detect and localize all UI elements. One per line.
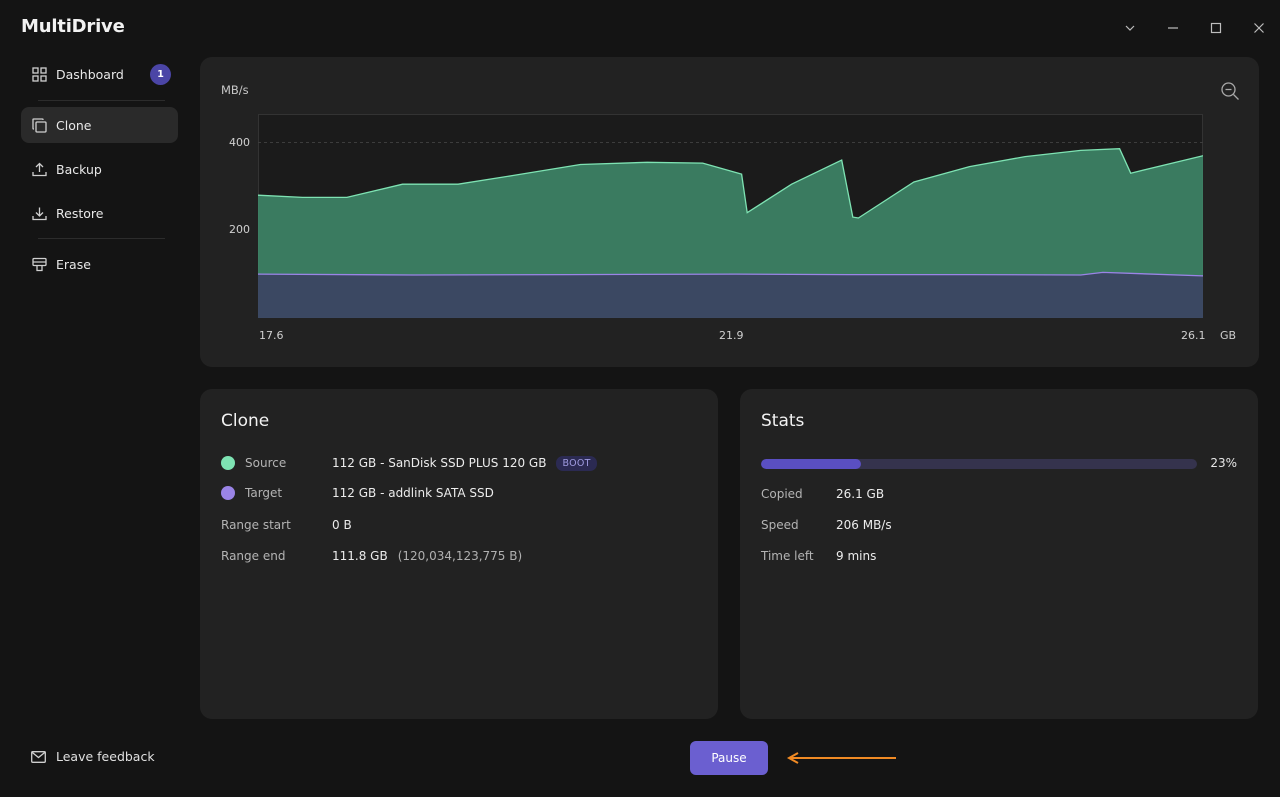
speed-chart-panel: MB/s 400 200 17.6 21.9 26.1 GB	[200, 57, 1259, 367]
y-tick-label: 400	[229, 136, 250, 149]
sidebar-item-label: Backup	[56, 161, 102, 177]
panel-title: Stats	[761, 411, 805, 431]
target-row: Target 112 GB - addlink SATA SSD	[221, 486, 494, 500]
speed-value: 206 MB/s	[836, 518, 892, 532]
x-axis-unit: GB	[1220, 329, 1237, 342]
boot-badge: BOOT	[556, 455, 597, 471]
sidebar-item-label: Clone	[56, 117, 92, 133]
window-controls	[1108, 0, 1280, 56]
sidebar-item-label: Erase	[56, 256, 91, 272]
mail-icon	[31, 750, 46, 763]
zoom-out-icon[interactable]	[1219, 80, 1241, 102]
target-value: 112 GB - addlink SATA SSD	[332, 486, 494, 500]
speed-row: Speed 206 MB/s	[761, 518, 892, 532]
series-line-source	[258, 148, 1203, 219]
source-color-dot	[221, 456, 235, 470]
copied-value: 26.1 GB	[836, 487, 885, 501]
feedback-label: Leave feedback	[56, 749, 155, 764]
sidebar-item-dashboard[interactable]: Dashboard 1	[21, 56, 178, 92]
range-end-value-wrap: 111.8 GB (120,034,123,775 B)	[332, 549, 522, 563]
sidebar-item-restore[interactable]: Restore	[21, 195, 178, 231]
sidebar-item-backup[interactable]: Backup	[21, 151, 178, 187]
range-end-label: Range end	[221, 549, 286, 563]
target-color-dot	[221, 486, 235, 500]
app-title: MultiDrive	[21, 16, 125, 37]
source-value-wrap: 112 GB - SanDisk SSD PLUS 120 GB BOOT	[332, 455, 597, 471]
time-left-label: Time left	[761, 549, 814, 563]
x-tick-label: 26.1	[1181, 329, 1206, 342]
sidebar-item-erase[interactable]: Erase	[21, 246, 178, 282]
range-start-label: Range start	[221, 518, 291, 532]
chevron-down-icon[interactable]	[1108, 0, 1151, 56]
target-label: Target	[245, 486, 283, 500]
sidebar: Dashboard 1 Clone Backup Restore Erase L…	[0, 56, 190, 797]
stats-panel: Stats 23% Copied 26.1 GB Speed 206 MB/s …	[740, 389, 1258, 719]
upload-icon	[31, 161, 47, 177]
y-tick-label: 200	[229, 223, 250, 236]
maximize-button[interactable]	[1194, 0, 1237, 56]
range-start-row: Range start 0 B	[221, 518, 352, 532]
speed-chart[interactable]	[258, 114, 1203, 318]
range-start-value: 0 B	[332, 518, 352, 532]
progress-percent: 23%	[1210, 456, 1237, 470]
progress-bar	[761, 459, 1197, 469]
download-icon	[31, 205, 47, 221]
copied-row: Copied 26.1 GB	[761, 487, 884, 501]
source-label: Source	[245, 456, 287, 470]
progress-fill	[761, 459, 862, 469]
minimize-button[interactable]	[1151, 0, 1194, 56]
source-row: Source 112 GB - SanDisk SSD PLUS 120 GB …	[221, 455, 597, 471]
time-left-row: Time left 9 mins	[761, 549, 876, 563]
copied-label: Copied	[761, 487, 803, 501]
divider	[38, 238, 165, 239]
pause-button[interactable]: Pause	[690, 741, 768, 775]
clone-icon	[31, 117, 47, 133]
eraser-icon	[31, 256, 47, 272]
speed-label: Speed	[761, 518, 799, 532]
divider	[38, 100, 165, 101]
close-button[interactable]	[1237, 0, 1280, 56]
annotation-arrow	[786, 752, 896, 764]
range-end-row: Range end 111.8 GB (120,034,123,775 B)	[221, 549, 522, 563]
x-tick-label: 17.6	[259, 329, 284, 342]
grid-icon	[31, 66, 47, 82]
sidebar-item-label: Restore	[56, 205, 104, 221]
range-end-value: 111.8 GB	[332, 549, 388, 563]
panel-title: Clone	[221, 411, 270, 431]
notification-badge: 1	[150, 64, 171, 85]
sidebar-item-clone[interactable]: Clone	[21, 107, 178, 143]
series-area-target	[258, 272, 1203, 318]
sidebar-item-label: Dashboard	[56, 66, 124, 82]
source-value: 112 GB - SanDisk SSD PLUS 120 GB	[332, 456, 547, 470]
x-tick-label: 21.9	[719, 329, 744, 342]
series-line-target	[258, 271, 1203, 277]
leave-feedback-link[interactable]: Leave feedback	[31, 749, 155, 764]
clone-panel: Clone Source 112 GB - SanDisk SSD PLUS 1…	[200, 389, 718, 719]
range-end-bytes: (120,034,123,775 B)	[397, 549, 523, 563]
time-left-value: 9 mins	[836, 549, 877, 563]
y-axis-label: MB/s	[221, 83, 249, 97]
